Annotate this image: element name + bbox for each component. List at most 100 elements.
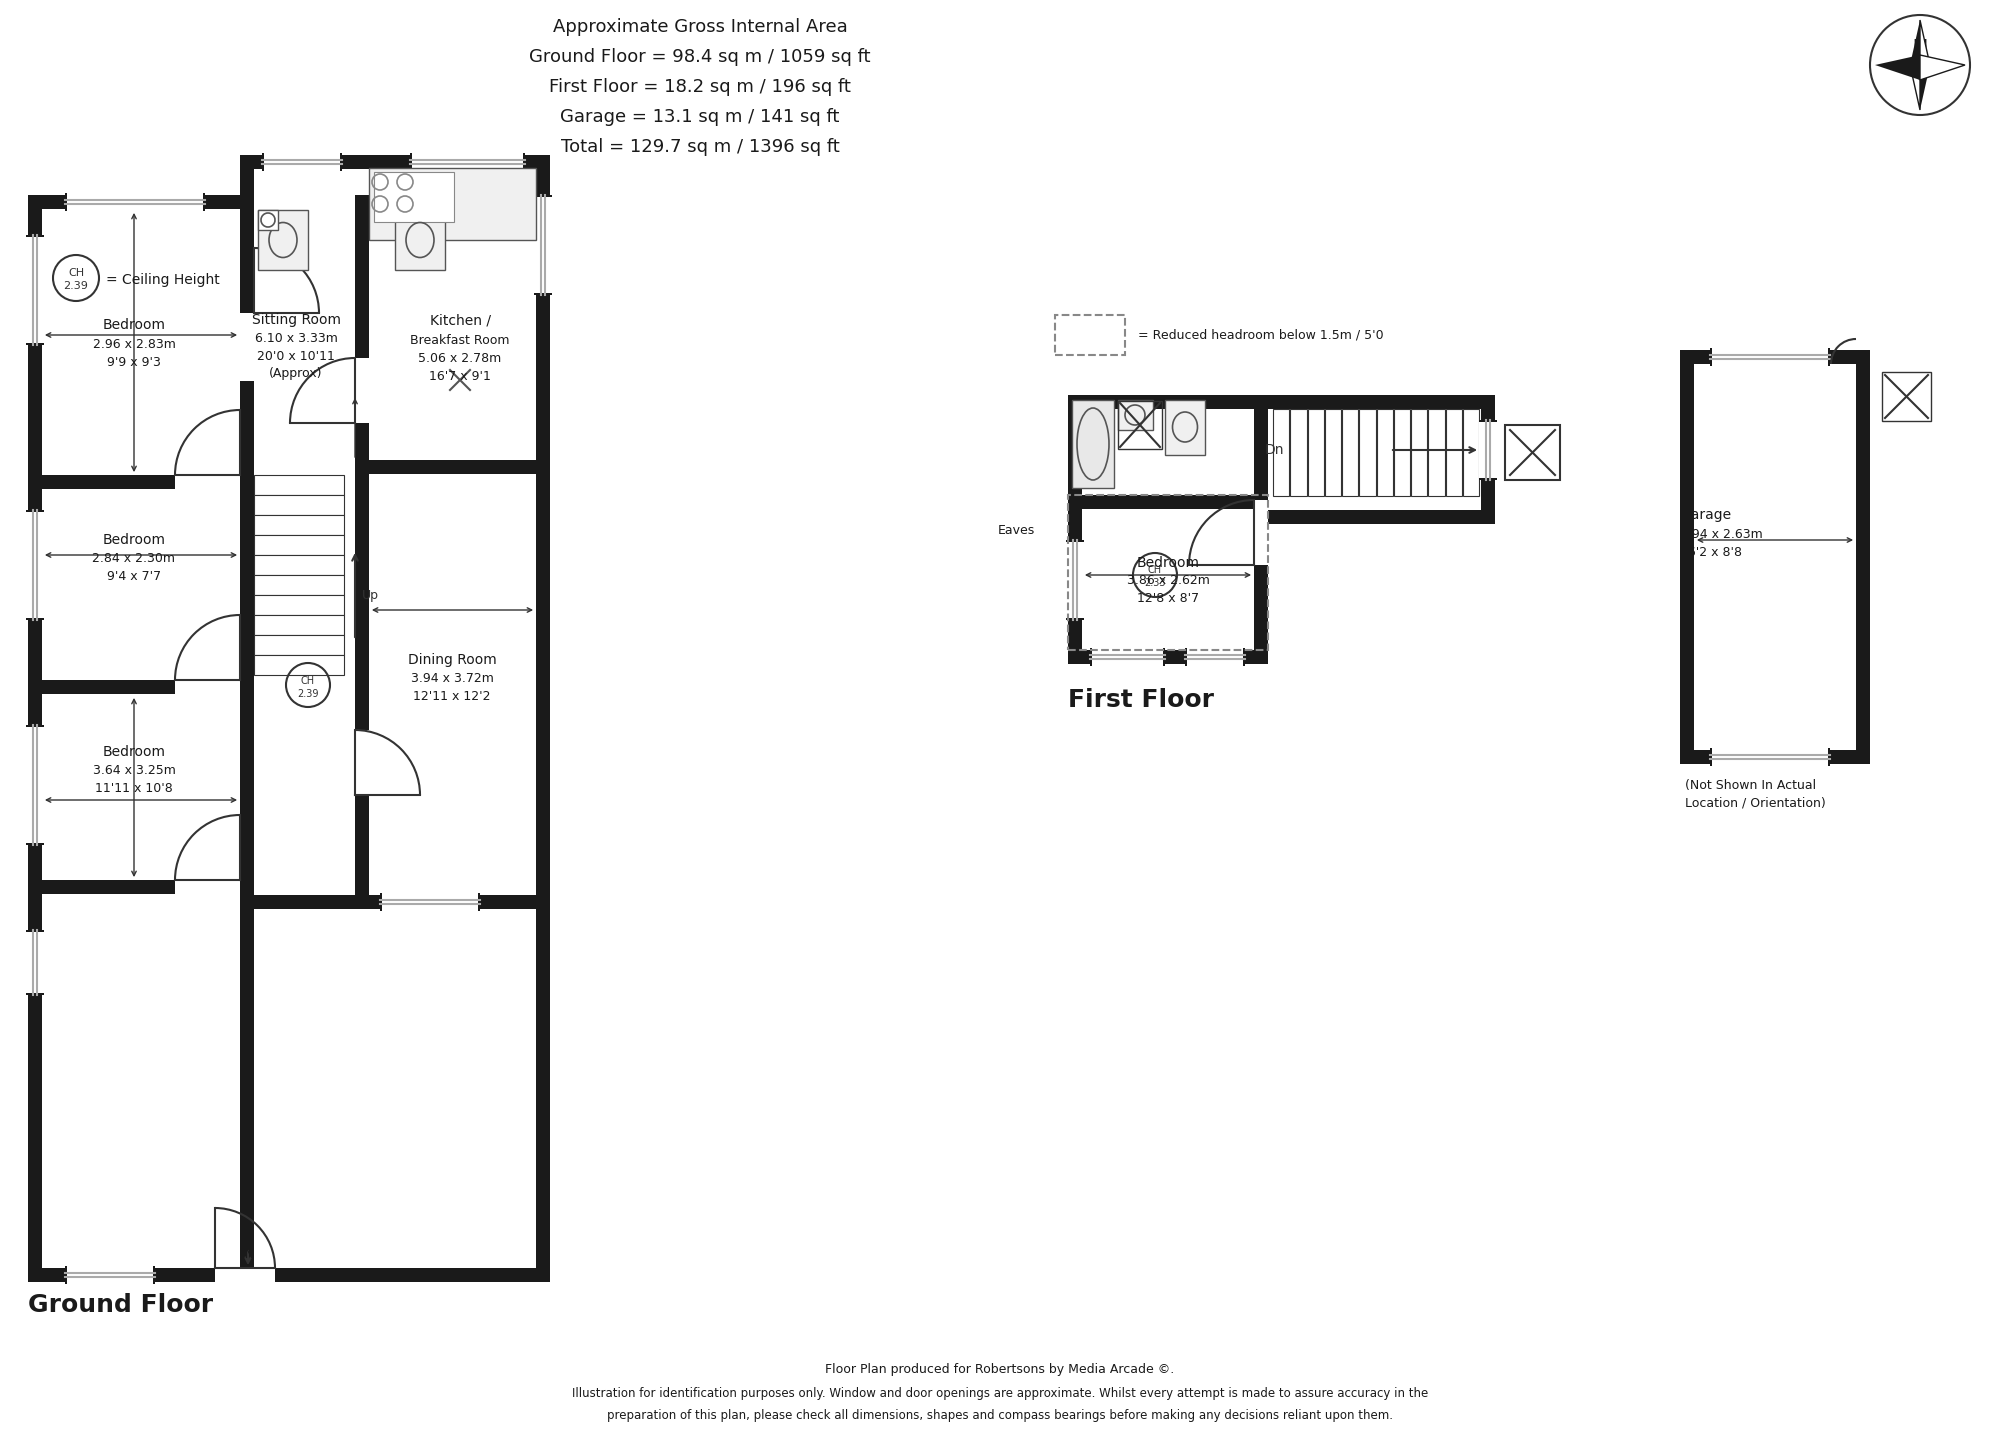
Text: 16'2 x 8'8: 16'2 x 8'8 <box>1680 546 1742 559</box>
Text: 5.06 x 2.78m: 5.06 x 2.78m <box>418 351 502 364</box>
Bar <box>1254 396 1496 409</box>
Text: CH: CH <box>1148 565 1162 575</box>
Bar <box>26 510 44 619</box>
Bar <box>28 680 240 695</box>
Bar <box>1274 409 1290 495</box>
Text: 2.39: 2.39 <box>64 282 88 292</box>
Bar <box>152 1266 156 1284</box>
Polygon shape <box>1920 20 1930 79</box>
Bar <box>28 1268 550 1282</box>
Bar <box>380 892 480 911</box>
Text: Sitting Room: Sitting Room <box>252 313 340 326</box>
Text: preparation of this plan, please check all dimensions, shapes and compass bearin: preparation of this plan, please check a… <box>608 1409 1392 1422</box>
Bar <box>340 153 342 170</box>
Text: 2.39: 2.39 <box>298 689 318 699</box>
Bar <box>356 155 550 169</box>
Bar <box>254 475 344 495</box>
Bar <box>1090 648 1092 666</box>
Bar <box>1254 500 1268 565</box>
Bar <box>1710 748 1830 765</box>
Bar <box>534 293 552 295</box>
Text: 3.86 x 2.62m: 3.86 x 2.62m <box>1126 575 1210 588</box>
Bar <box>262 153 342 170</box>
Text: 9'4 x 7'7: 9'4 x 7'7 <box>106 569 162 582</box>
Bar <box>1308 409 1324 495</box>
Bar <box>26 618 44 619</box>
Bar <box>1828 748 1830 765</box>
Text: Floor Plan produced for Robertsons by Media Arcade ©.: Floor Plan produced for Robertsons by Me… <box>826 1363 1174 1376</box>
Bar <box>28 879 240 894</box>
Bar <box>26 235 44 237</box>
Text: Ground Floor = 98.4 sq m / 1059 sq ft: Ground Floor = 98.4 sq m / 1059 sq ft <box>530 48 870 66</box>
Bar <box>1360 409 1376 495</box>
Text: Illustration for identification purposes only. Window and door openings are appr: Illustration for identification purposes… <box>572 1386 1428 1399</box>
Bar <box>262 153 264 170</box>
Bar <box>1118 401 1162 449</box>
Text: Garage = 13.1 sq m / 141 sq ft: Garage = 13.1 sq m / 141 sq ft <box>560 108 840 126</box>
Bar <box>28 195 42 1268</box>
Text: Approximate Gross Internal Area: Approximate Gross Internal Area <box>552 17 848 36</box>
Text: 3.94 x 3.72m: 3.94 x 3.72m <box>410 671 494 684</box>
Text: 11'11 x 10'8: 11'11 x 10'8 <box>96 781 172 794</box>
Bar <box>240 895 356 910</box>
Bar <box>1090 648 1164 666</box>
Text: Dining Room: Dining Room <box>408 653 496 667</box>
Bar <box>1068 495 1268 508</box>
Bar <box>1710 348 1830 365</box>
Bar <box>1394 409 1410 495</box>
Text: 2.96 x 2.83m: 2.96 x 2.83m <box>92 338 176 351</box>
Text: N: N <box>1912 38 1928 56</box>
Bar <box>176 475 240 490</box>
Bar <box>240 195 254 1268</box>
Polygon shape <box>1910 20 1920 79</box>
Bar <box>254 534 344 554</box>
Bar <box>26 725 44 726</box>
Bar <box>1462 409 1480 495</box>
Bar <box>1072 400 1114 488</box>
Bar <box>380 892 382 911</box>
Bar <box>1710 748 1712 765</box>
Bar <box>1412 409 1428 495</box>
Text: 2.33: 2.33 <box>1144 578 1166 588</box>
Bar <box>1056 315 1124 355</box>
Bar <box>536 155 550 1268</box>
Bar <box>1428 409 1444 495</box>
Polygon shape <box>1876 55 1920 79</box>
Text: Breakfast Room: Breakfast Room <box>410 334 510 347</box>
Bar <box>1184 648 1244 666</box>
Bar <box>26 510 44 513</box>
Bar <box>1480 396 1496 510</box>
Text: CH: CH <box>68 269 84 279</box>
Bar <box>1068 396 1268 409</box>
Bar <box>1856 349 1870 749</box>
Bar <box>26 344 44 345</box>
Bar <box>1376 409 1392 495</box>
Text: (Not Shown In Actual: (Not Shown In Actual <box>1684 778 1816 791</box>
Bar <box>204 193 206 211</box>
Text: Kitchen /: Kitchen / <box>430 313 490 326</box>
Bar <box>258 209 308 270</box>
Bar <box>1290 409 1306 495</box>
Text: (Approx): (Approx) <box>270 368 322 381</box>
Text: 12'8 x 8'7: 12'8 x 8'7 <box>1136 592 1200 605</box>
Bar <box>1324 409 1340 495</box>
Bar <box>254 595 344 615</box>
Text: 16'7 x 9'1: 16'7 x 9'1 <box>430 370 490 383</box>
Bar <box>1066 540 1084 619</box>
Bar <box>1068 650 1268 664</box>
Bar <box>396 209 444 270</box>
Bar <box>1068 396 1082 650</box>
Bar <box>26 725 44 845</box>
Text: 2.84 x 2.30m: 2.84 x 2.30m <box>92 552 176 565</box>
Bar <box>534 195 552 196</box>
Bar <box>64 193 206 211</box>
Bar <box>254 554 344 575</box>
Bar <box>26 235 44 345</box>
Bar <box>1164 400 1204 455</box>
Polygon shape <box>1920 65 1930 110</box>
Polygon shape <box>1920 55 1964 79</box>
Text: 6.10 x 3.33m: 6.10 x 3.33m <box>254 332 338 345</box>
Bar <box>410 153 412 170</box>
Bar <box>368 168 536 240</box>
Bar <box>1118 400 1152 430</box>
